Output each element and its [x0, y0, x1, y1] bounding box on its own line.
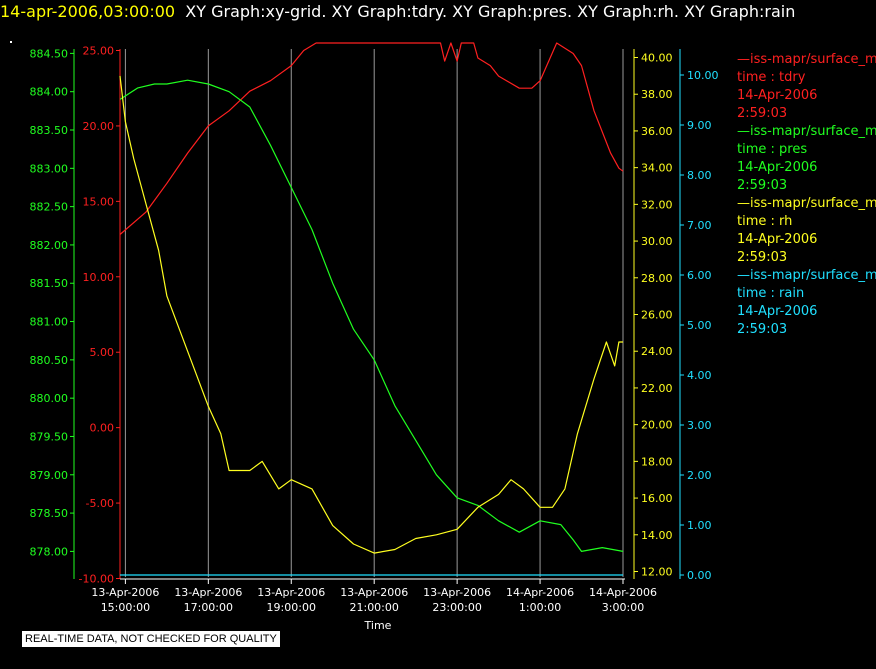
x-tick-date-0: 13-Apr-2006	[91, 586, 159, 599]
x-axis-title: Time	[364, 619, 392, 632]
rh-axis-label-6: 24.00	[641, 345, 673, 358]
legend-name: —iss-mapr/surface_m	[737, 268, 876, 283]
graph-timestamp: 14-apr-2006,03:00:00	[0, 2, 176, 21]
rain-axis-label-6: 6.00	[687, 269, 712, 282]
pres-axis-label-4: 880.00	[30, 392, 69, 405]
rh-axis-label-2: 16.00	[641, 492, 673, 505]
series-tdry-line	[119, 42, 624, 235]
rh-axis-label-11: 34.00	[641, 162, 673, 175]
legend-time: 2:59:03	[737, 178, 788, 193]
x-tick-time-1: 17:00:00	[184, 601, 233, 614]
pres-axis-label-11: 883.50	[30, 124, 69, 137]
legend-time: 2:59:03	[737, 106, 788, 121]
x-tick-time-6: 3:00:00	[602, 601, 644, 614]
rain-axis-label-1: 1.00	[687, 519, 712, 532]
legend-time: 2:59:03	[737, 250, 788, 265]
pres-axis-label-6: 881.00	[30, 316, 69, 329]
legend-date: 14-Apr-2006	[737, 232, 818, 247]
rain-axis-label-10: 10.00	[687, 69, 719, 82]
rh-axis-label-7: 26.00	[641, 309, 673, 322]
legend-name: —iss-mapr/surface_m	[737, 52, 876, 67]
pres-axis-label-0: 878.00	[30, 545, 69, 558]
pres-axis-label-3: 879.50	[30, 430, 69, 443]
series-rh-line	[119, 75, 623, 554]
legend-field: time : pres	[737, 142, 808, 157]
pres-axis-label-1: 878.50	[30, 507, 69, 520]
rain-axis-label-9: 9.00	[687, 119, 712, 132]
rh-axis-label-4: 20.00	[641, 419, 673, 432]
x-tick-time-3: 21:00:00	[349, 601, 398, 614]
rain-axis-label-2: 2.00	[687, 469, 712, 482]
legend-name: —iss-mapr/surface_m	[737, 196, 876, 211]
x-tick-date-6: 14-Apr-2006	[589, 586, 657, 599]
tdry-axis-label-2: 0.00	[90, 422, 115, 435]
rh-axis-label-10: 32.00	[641, 198, 673, 211]
series-pres-line	[119, 79, 624, 553]
tdry-axis-label-0: -10.00	[79, 573, 114, 586]
pres-axis-label-7: 881.50	[30, 277, 69, 290]
pres-axis-label-2: 879.00	[30, 469, 69, 482]
tdry-axis-label-6: 20.00	[83, 120, 115, 133]
rh-axis-label-5: 22.00	[641, 382, 673, 395]
rh-axis-label-3: 18.00	[641, 455, 673, 468]
pres-axis-label-12: 884.00	[30, 86, 69, 99]
legend-field: time : tdry	[737, 70, 806, 85]
tdry-axis-label-5: 15.00	[83, 195, 115, 208]
x-tick-date-5: 14-Apr-2006	[506, 586, 574, 599]
legend-date: 14-Apr-2006	[737, 304, 818, 319]
legend-field: time : rh	[737, 214, 793, 229]
legend-date: 14-Apr-2006	[737, 160, 818, 175]
x-tick-time-5: 1:00:00	[519, 601, 561, 614]
rh-axis-label-8: 28.00	[641, 272, 673, 285]
rh-axis-label-14: 40.00	[641, 52, 673, 65]
pres-axis-label-10: 883.00	[30, 162, 69, 175]
rain-axis-label-0: 0.00	[687, 569, 712, 582]
x-tick-date-1: 13-Apr-2006	[174, 586, 242, 599]
x-tick-date-2: 13-Apr-2006	[257, 586, 325, 599]
legend-time: 2:59:03	[737, 322, 788, 337]
x-tick-date-3: 13-Apr-2006	[340, 586, 408, 599]
legend-date: 14-Apr-2006	[737, 88, 818, 103]
rain-axis-label-5: 5.00	[687, 319, 712, 332]
legend-name: —iss-mapr/surface_m	[737, 124, 876, 139]
tdry-axis-label-4: 10.00	[83, 271, 115, 284]
tdry-axis-label-3: 5.00	[90, 346, 115, 359]
rh-axis-label-0: 12.00	[641, 566, 673, 579]
tdry-axis-label-7: 25.00	[83, 45, 115, 58]
rh-axis-label-9: 30.00	[641, 235, 673, 248]
tdry-axis-label-1: -5.00	[86, 497, 114, 510]
rh-axis-label-1: 14.00	[641, 529, 673, 542]
quality-note: REAL-TIME DATA, NOT CHECKED FOR QUALITY	[22, 631, 280, 647]
x-tick-time-0: 15:00:00	[101, 601, 150, 614]
pres-axis-label-5: 880.50	[30, 354, 69, 367]
pres-axis-label-8: 882.00	[30, 239, 69, 252]
rain-axis-label-4: 4.00	[687, 369, 712, 382]
rain-axis-label-8: 8.00	[687, 169, 712, 182]
rain-axis-label-3: 3.00	[687, 419, 712, 432]
pres-axis-label-9: 882.50	[30, 201, 69, 214]
pres-axis-label-13: 884.50	[30, 47, 69, 60]
graph-title: 14-apr-2006,03:00:00 XY Graph:xy-grid. X…	[0, 2, 795, 21]
rain-axis-label-7: 7.00	[687, 219, 712, 232]
graph-list: XY Graph:xy-grid. XY Graph:tdry. XY Grap…	[185, 2, 796, 21]
legend-field: time : rain	[737, 286, 805, 301]
rh-axis-label-12: 36.00	[641, 125, 673, 138]
x-tick-date-4: 13-Apr-2006	[423, 586, 491, 599]
x-tick-time-4: 23:00:00	[432, 601, 481, 614]
rh-axis-label-13: 38.00	[641, 88, 673, 101]
x-tick-time-2: 19:00:00	[267, 601, 316, 614]
marker-dot	[10, 41, 12, 43]
